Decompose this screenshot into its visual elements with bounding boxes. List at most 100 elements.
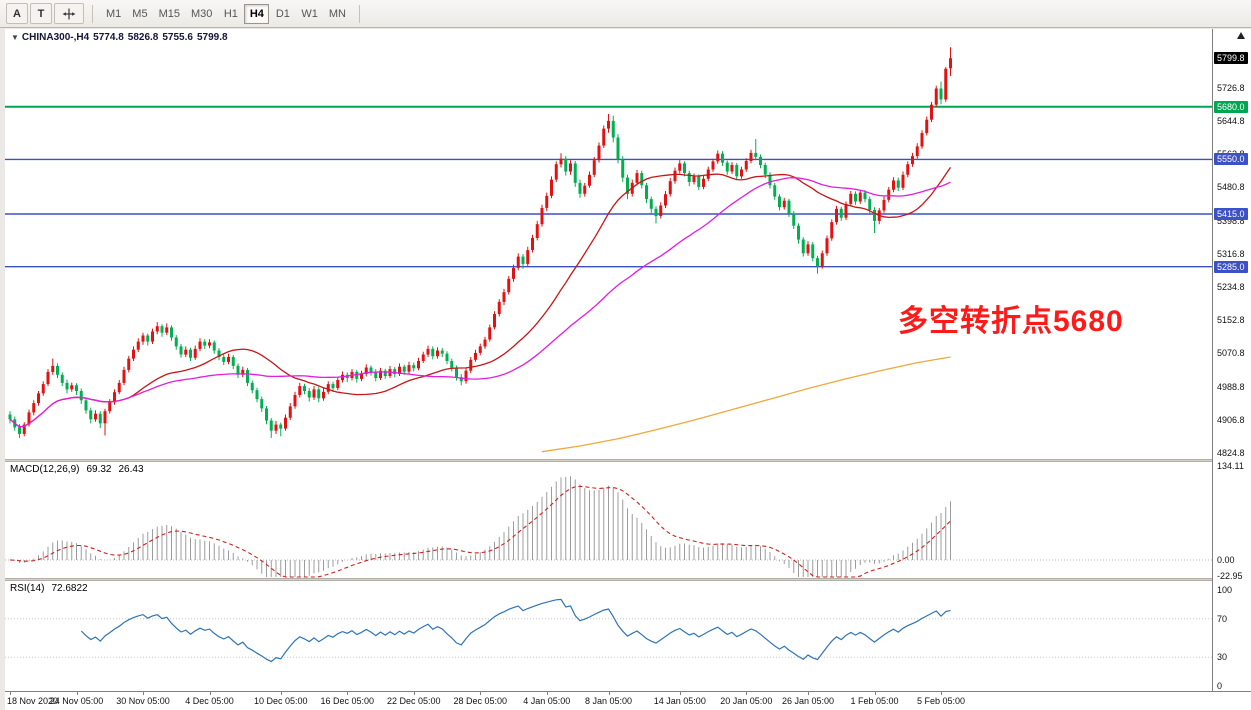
time-axis-label: 1 Feb 05:00 bbox=[850, 696, 899, 706]
time-axis-tick bbox=[143, 692, 144, 695]
cursor-tool-button[interactable]: A bbox=[6, 3, 28, 24]
time-axis-label: 8 Jan 05:00 bbox=[584, 696, 633, 706]
timeframe-button-d1[interactable]: D1 bbox=[270, 4, 295, 24]
macd-indicator-label: MACD(12,26,9) 69.32 26.43 bbox=[10, 464, 144, 476]
chart-symbol-period: CHINA300-,H4 bbox=[21, 32, 90, 43]
macd-signal-line bbox=[9, 485, 951, 578]
time-axis-label: 10 Dec 05:00 bbox=[254, 696, 308, 706]
macd-value-2: 26.43 bbox=[118, 464, 144, 475]
time-axis-tick bbox=[546, 692, 548, 695]
time-axis-label: 16 Dec 05:00 bbox=[320, 696, 375, 706]
crosshair-icon bbox=[62, 8, 76, 19]
macd-axis-label: 0.00 bbox=[1217, 555, 1235, 565]
timeframe-button-w1[interactable]: W1 bbox=[296, 4, 323, 24]
macd-panel[interactable] bbox=[5, 462, 1212, 578]
price-axis-label: 5234.8 bbox=[1217, 282, 1245, 292]
time-axis-tick bbox=[874, 692, 876, 695]
rsi-name: RSI(14) bbox=[10, 583, 45, 594]
rsi-panel[interactable] bbox=[5, 581, 1212, 690]
panel-splitter[interactable] bbox=[5, 578, 1251, 581]
chart-plot-area[interactable]: ▼ CHINA300-,H4 5774.8 5826.8 5755.6 5799.8 多空… bbox=[5, 29, 1212, 691]
rsi-axis-label: 100 bbox=[1217, 585, 1233, 595]
price-axis-label: 4824.8 bbox=[1217, 448, 1245, 458]
time-axis-label: 18 Nov 2020 bbox=[7, 696, 59, 706]
time-axis-tick bbox=[746, 692, 748, 695]
ma-long-orange bbox=[541, 356, 951, 453]
text-tool-button[interactable]: T bbox=[30, 3, 52, 24]
time-axis-tick bbox=[808, 692, 809, 695]
price-axis-label: 5398.8 bbox=[1217, 215, 1245, 226]
timeframe-button-h1[interactable]: H1 bbox=[218, 4, 243, 24]
time-axis-label: 4 Jan 05:00 bbox=[523, 696, 571, 706]
rsi-axis-label: 70 bbox=[1217, 613, 1228, 624]
time-axis-label: 24 Nov 05:00 bbox=[49, 696, 104, 706]
time-axis-label: 26 Jan 05:00 bbox=[781, 696, 835, 706]
time-axis-tick bbox=[347, 692, 349, 695]
time-axis-tick bbox=[280, 692, 282, 695]
timeframe-group: M1 M5 M15 M30 H1 H4 D1 W1 MN bbox=[101, 3, 351, 24]
time-axis-label: 20 Jan 05:00 bbox=[720, 696, 773, 706]
timeframe-button-mn[interactable]: MN bbox=[324, 4, 351, 24]
main-price-chart[interactable] bbox=[5, 29, 1212, 459]
ohlc-close: 5799.8 bbox=[196, 32, 228, 43]
price-line-badge: 5680.0 bbox=[1214, 100, 1248, 113]
one-click-trading-expander[interactable]: ▼ bbox=[11, 33, 19, 42]
price-axis-label: 5152.8 bbox=[1217, 315, 1245, 326]
time-axis-label: 28 Dec 05:00 bbox=[453, 696, 508, 706]
chart-window: ▼ CHINA300-,H4 5774.8 5826.8 5755.6 5799.8 多空… bbox=[5, 29, 1251, 710]
annotation-text: 多空转折点5680 bbox=[898, 305, 1124, 338]
ohlc-open: 5774.8 bbox=[93, 32, 124, 43]
macd-name: MACD(12,26,9) bbox=[10, 464, 80, 475]
time-axis-tick bbox=[608, 692, 610, 695]
toolbar: A T M1 M5 M15 M30 H1 H4 D1 W1 MN bbox=[0, 0, 1251, 28]
macd-histogram bbox=[14, 476, 951, 577]
price-axis-label: 5070.8 bbox=[1217, 348, 1245, 359]
price-axis-label: 4906.8 bbox=[1217, 414, 1245, 425]
rsi-line bbox=[80, 598, 951, 663]
toolbar-separator bbox=[92, 4, 93, 23]
time-axis-tick bbox=[76, 692, 78, 695]
time-axis-label: 14 Jan 05:00 bbox=[653, 696, 706, 706]
current-price-badge: 5799.8 bbox=[1214, 52, 1248, 65]
time-axis-label: 22 Dec 05:00 bbox=[387, 696, 441, 706]
price-axis-label: 5644.8 bbox=[1217, 116, 1245, 126]
time-axis-label: 4 Dec 05:00 bbox=[185, 696, 234, 706]
timeframe-button-m15[interactable]: M15 bbox=[154, 4, 185, 24]
moving-averages bbox=[9, 167, 952, 453]
price-axis-label: 5726.8 bbox=[1217, 82, 1245, 93]
time-axis-tick bbox=[941, 692, 942, 695]
macd-value-1: 69.32 bbox=[86, 464, 112, 475]
time-axis[interactable]: 18 Nov 2020 24 Nov 05:00 30 Nov 05:00 4 Dec… bbox=[5, 691, 1251, 710]
ohlc-high: 5826.8 bbox=[127, 32, 159, 43]
timeframe-button-m5[interactable]: M5 bbox=[127, 4, 152, 24]
crosshair-tool-button[interactable] bbox=[54, 3, 84, 24]
price-line-badge: 5550.0 bbox=[1214, 153, 1248, 166]
price-line-badge: 5415.0 bbox=[1214, 208, 1248, 220]
candles bbox=[8, 47, 952, 438]
time-axis-tick bbox=[480, 692, 482, 695]
price-axis-label: 5316.8 bbox=[1217, 248, 1245, 259]
price-axis-label: 4988.8 bbox=[1217, 381, 1245, 392]
timeframe-button-m30[interactable]: M30 bbox=[186, 4, 217, 24]
rsi-value: 72.6822 bbox=[51, 583, 88, 594]
macd-axis-label: -22.95 bbox=[1217, 571, 1243, 582]
price-line-badge: 5285.0 bbox=[1214, 260, 1248, 273]
time-axis-tick bbox=[10, 692, 11, 695]
ma-slow-magenta bbox=[9, 177, 951, 428]
time-axis-tick bbox=[209, 692, 211, 695]
rsi-axis-label: 30 bbox=[1217, 652, 1228, 663]
macd-axis-label: 134.11 bbox=[1217, 461, 1244, 472]
chart-title: ▼ CHINA300-,H4 5774.8 5826.8 5755.6 5799.8 bbox=[11, 32, 228, 44]
time-axis-tick bbox=[679, 692, 681, 695]
rsi-axis-label: 0 bbox=[1217, 681, 1223, 691]
time-axis-label: 5 Feb 05:00 bbox=[916, 696, 966, 706]
ohlc-low: 5755.6 bbox=[162, 32, 193, 43]
timeframe-button-m1[interactable]: M1 bbox=[101, 4, 126, 24]
price-axis[interactable]: 5726.85644.85562.85480.85398.85316.85234… bbox=[1212, 29, 1251, 691]
rsi-indicator-label: RSI(14) 72.6822 bbox=[10, 583, 88, 595]
panel-splitter[interactable] bbox=[5, 459, 1251, 462]
timeframe-button-h4[interactable]: H4 bbox=[244, 3, 270, 24]
price-axis-label: 5480.8 bbox=[1217, 182, 1245, 193]
time-axis-label: 30 Nov 05:00 bbox=[116, 696, 170, 706]
chart-shift-marker bbox=[1237, 32, 1245, 39]
